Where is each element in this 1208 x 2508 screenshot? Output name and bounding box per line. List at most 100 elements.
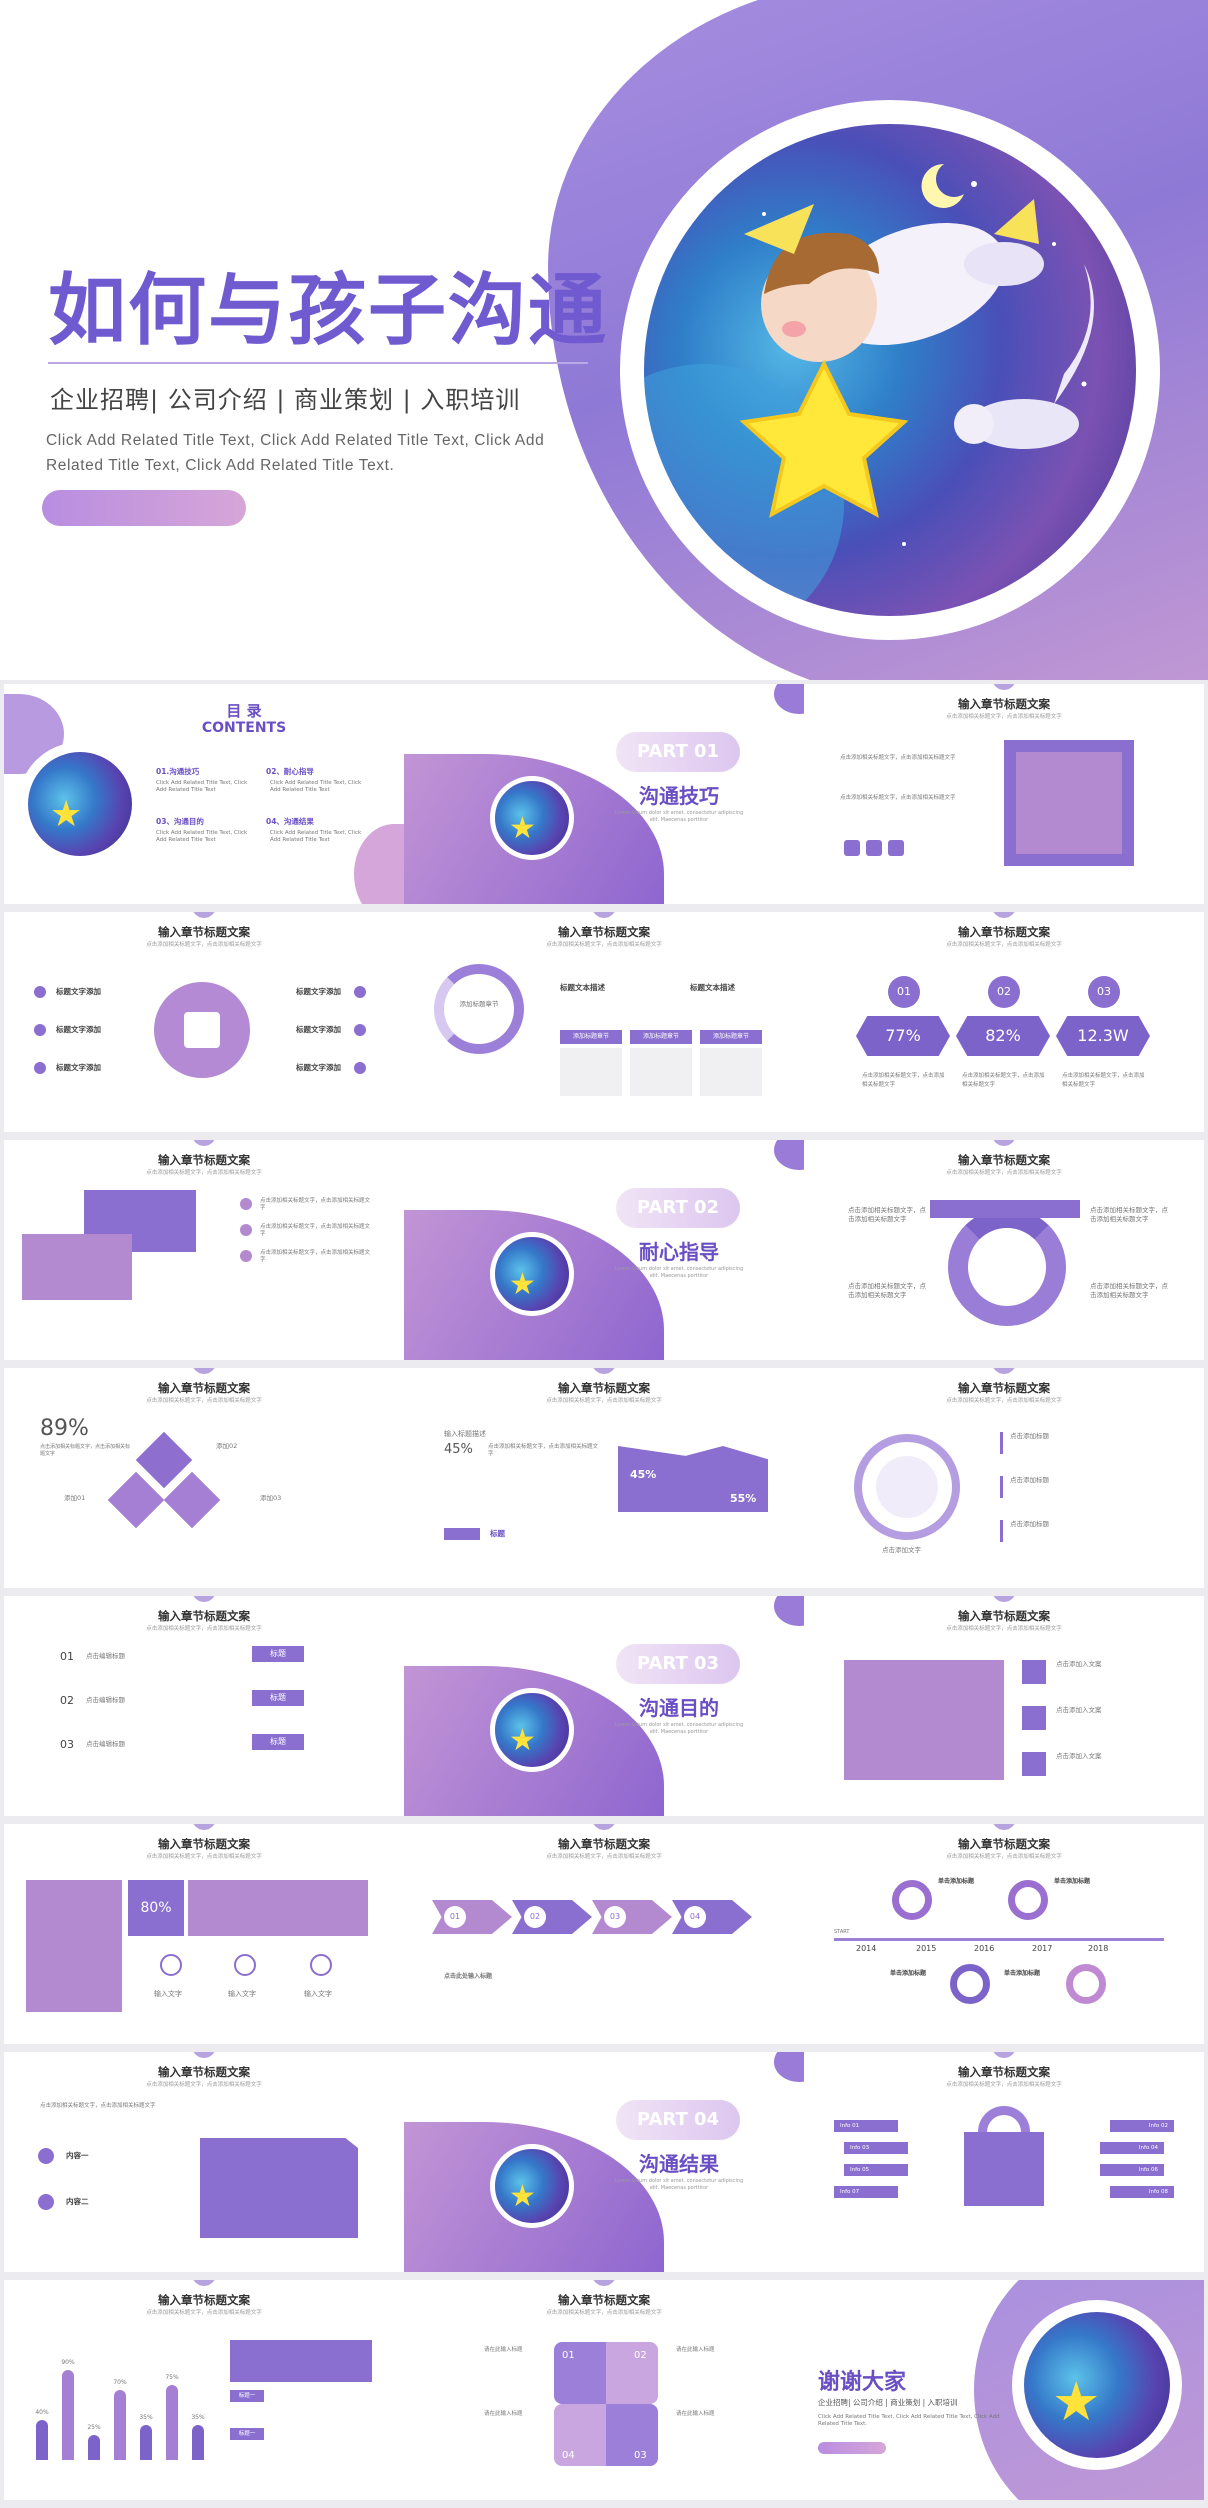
globe-icon	[160, 1954, 182, 1976]
slide-16[interactable]: 输入章节标题文案 点击添加相关标题文字，点击添加相关标题文字 80% 输入文字 …	[4, 1824, 404, 2044]
slide-4[interactable]: 输入章节标题文案 点击添加相关标题文字，点击添加相关标题文字 标题文字添加 标题…	[4, 912, 404, 1132]
slide-7[interactable]: 输入章节标题文案 点击添加相关标题文字，点击添加相关标题文字 点击添加相关标题文…	[4, 1140, 404, 1360]
slide-13[interactable]: 输入章节标题文案 点击添加相关标题文字，点击添加相关标题文字 01 02 03 …	[4, 1596, 404, 1816]
slide-11[interactable]: 输入章节标题文案 点击添加相关标题文字，点击添加相关标题文字 输入标题描述 45…	[404, 1368, 804, 1588]
slide-title: 输入章节标题文案	[958, 1153, 1050, 1167]
bullet-bar	[1000, 1432, 1003, 1454]
slide-subtitle: 点击添加相关标题文字，点击添加相关标题文字	[946, 1854, 1062, 1860]
item-title: 内容一	[66, 2151, 89, 2160]
cover-description: Click Add Related Title Text, Click Add …	[46, 432, 545, 474]
side-text: 点击添加相关标题文字，点击添加相关标题文字	[848, 1282, 926, 1299]
slide-title: 输入章节标题文案	[558, 2293, 650, 2307]
slide-end[interactable]: ★ 谢谢大家 企业招聘| 公司介绍 | 商业策划 | 入职培训 Click Ad…	[804, 2280, 1204, 2500]
slide-3[interactable]: 输入章节标题文案 点击添加相关标题文字，点击添加相关标题文字 点击添加相关标题文…	[804, 684, 1204, 904]
top-tab	[592, 2280, 616, 2286]
slide-12[interactable]: 输入章节标题文案 点击添加相关标题文字，点击添加相关标题文字 点击添加文字 点击…	[804, 1368, 1204, 1588]
corner-dot	[774, 1596, 804, 1626]
body-text: 点击添加相关标题文字，点击添加相关标题文字	[840, 755, 956, 761]
corner-dot	[774, 1140, 804, 1170]
contents-item[interactable]: 03、沟通目的	[156, 817, 204, 826]
quad-label: 请在此输入标题	[484, 2411, 523, 2417]
step-number: 04	[684, 1906, 706, 1928]
slide-title: 输入章节标题文案	[558, 1837, 650, 1851]
bar	[166, 2385, 178, 2460]
pencil-icon	[876, 1456, 938, 1518]
top-tab	[592, 912, 616, 918]
timeline-node	[892, 1880, 932, 1920]
contents-item[interactable]: 01.沟通技巧	[156, 767, 200, 776]
bar	[88, 2435, 100, 2460]
slide-title: 输入章节标题文案	[958, 697, 1050, 711]
row-title: 点击编辑标题	[86, 1740, 125, 1748]
timeline-node	[1066, 1964, 1106, 2004]
top-tab	[192, 1824, 216, 1830]
quad-shape	[606, 2342, 658, 2404]
bar	[62, 2370, 74, 2460]
slide-contents[interactable]: ★ 目 录 CONTENTS 01.沟通技巧 Click Add Related…	[4, 684, 404, 904]
part-badge: PART 02	[616, 1188, 740, 1228]
top-tab	[992, 684, 1016, 690]
slide-part-04[interactable]: ★ PART 04 沟通结果 Lorem ipsum dolor sit ame…	[404, 2052, 804, 2272]
end-button[interactable]	[818, 2442, 886, 2454]
thumb-icon	[354, 1024, 366, 1036]
slide-6[interactable]: 输入章节标题文案 点击添加相关标题文字，点击添加相关标题文字 01 02 03 …	[804, 912, 1204, 1132]
slide-title: 输入章节标题文案	[958, 2065, 1050, 2079]
end-title: 谢谢大家	[818, 2370, 907, 2395]
top-tab	[992, 2052, 1016, 2058]
quad-shape	[554, 2404, 606, 2466]
body-text: 点击添加相关标题文字，点击添加相关标题文字	[488, 1444, 599, 1457]
item-title: 标题文字添加	[56, 1025, 101, 1034]
kid-illustration: ★	[490, 776, 574, 860]
contents-item-desc: Click Add Related Title Text, Click Add …	[156, 830, 248, 843]
big-percent: 89%	[40, 1416, 89, 1441]
slide-part-01[interactable]: ★ PART 01 沟通技巧 Lorem ipsum dolor sit ame…	[404, 684, 804, 904]
step-caption: 点击此处输入标题	[444, 1973, 493, 1980]
contents-title: 目 录	[226, 702, 262, 720]
quad-label: 请在此输入标题	[676, 2347, 715, 2353]
slide-subtitle: 点击添加相关标题文字，点击添加相关标题文字	[946, 1398, 1062, 1404]
bullet-bar	[1000, 1476, 1003, 1498]
slide-22[interactable]: 输入章节标题文案 点击添加相关标题文字，点击添加相关标题文字 40% 90% 25%…	[4, 2280, 404, 2500]
slide-18[interactable]: 输入章节标题文案 点击添加相关标题文字，点击添加相关标题文字 START 201…	[804, 1824, 1204, 2044]
area-value: 55%	[730, 1492, 757, 1505]
icon-square	[888, 840, 904, 856]
tag: 添加标题章节	[700, 1030, 762, 1044]
contents-item[interactable]: 04、沟通结果	[266, 817, 314, 826]
child-on-star-illustration	[644, 163, 1094, 616]
slide-10[interactable]: 输入章节标题文案 点击添加相关标题文字，点击添加相关标题文字 89% 点击添加相…	[4, 1368, 404, 1588]
cover-slide[interactable]: 如何与孩子沟通 企业招聘| 公司介绍 | 商业策划 | 入职培训 Click A…	[0, 0, 1208, 680]
slide-23[interactable]: 输入章节标题文案 点击添加相关标题文字，点击添加相关标题文字 01 02 04 …	[404, 2280, 804, 2500]
donut-shape	[948, 1208, 1066, 1326]
cover-button[interactable]	[42, 490, 246, 526]
slide-title: 输入章节标题文案	[158, 1837, 250, 1851]
slide-15[interactable]: 输入章节标题文案 点击添加相关标题文字，点击添加相关标题文字 点击添加入文案 点…	[804, 1596, 1204, 1816]
slide-21[interactable]: 输入章节标题文案 点击添加相关标题文字，点击添加相关标题文字 Info 01 I…	[804, 2052, 1204, 2272]
end-subtitle: 企业招聘| 公司介绍 | 商业策划 | 入职培训	[818, 2398, 958, 2407]
slide-17[interactable]: 输入章节标题文案 点击添加相关标题文字，点击添加相关标题文字 01 02 03 …	[404, 1824, 804, 2044]
globe-icon	[310, 1954, 332, 1976]
slide-part-03[interactable]: ★ PART 03 沟通目的 Lorem ipsum dolor sit ame…	[404, 1596, 804, 1816]
top-tab	[192, 1140, 216, 1146]
number-badge: 02	[988, 976, 1020, 1008]
quad-shape	[554, 2342, 606, 2404]
info-tag: Info 02	[1110, 2120, 1174, 2132]
number-badge: 01	[888, 976, 920, 1008]
slide-part-02[interactable]: ★ PART 02 耐心指导 Lorem ipsum dolor sit ame…	[404, 1140, 804, 1360]
slide-subtitle: 点击添加相关标题文字，点击添加相关标题文字	[946, 1626, 1062, 1632]
slide-9[interactable]: 输入章节标题文案 点击添加相关标题文字，点击添加相关标题文字 点击添加相关标题文…	[804, 1140, 1204, 1360]
column-title: 标题文本描述	[690, 983, 735, 992]
step-number: 03	[604, 1906, 626, 1928]
part-title: 耐心指导	[639, 1240, 719, 1264]
slide-subtitle: 点击添加相关标题文字，点击添加相关标题文字	[146, 1854, 262, 1860]
top-tab	[992, 1824, 1016, 1830]
slide-19[interactable]: 输入章节标题文案 点击添加相关标题文字，点击添加相关标题文字 点击添加相关标题文…	[4, 2052, 404, 2272]
donut-bar	[930, 1200, 1080, 1218]
bar	[140, 2425, 152, 2460]
image-inner	[1016, 752, 1122, 854]
stat-desc: 点击添加相关标题文字，点击添加相关标题文字	[1062, 1073, 1145, 1088]
text-block	[22, 1234, 132, 1300]
part-title: 沟通结果	[639, 2152, 719, 2176]
contents-item[interactable]: 02、耐心指导	[266, 767, 314, 776]
slide-subtitle: 点击添加相关标题文字，点击添加相关标题文字	[146, 942, 262, 948]
slide-5[interactable]: 输入章节标题文案 点击添加相关标题文字，点击添加相关标题文字 添加标题章节 标题…	[404, 912, 804, 1132]
